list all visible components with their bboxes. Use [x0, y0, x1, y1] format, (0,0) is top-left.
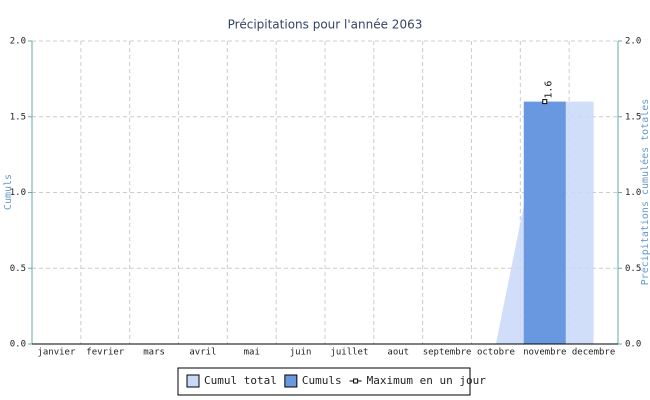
legend-box	[177, 367, 471, 396]
x-tick-label: janvier	[37, 348, 76, 358]
x-tick-label: decembre	[572, 348, 615, 358]
x-tick-label: novembre	[523, 348, 566, 358]
legend-label: Maximum en un jour	[367, 374, 487, 387]
y2-axis-title: Précipitations cumulées totales	[639, 99, 650, 286]
x-tick-label: octobre	[477, 348, 515, 358]
y2-tick-label: 0.0	[625, 340, 641, 350]
chart-title: Précipitations pour l'année 2063	[228, 18, 423, 32]
x-tick-label: mars	[143, 348, 165, 358]
y2-tick-label: 1.5	[625, 112, 641, 122]
x-tick-label: septembre	[423, 348, 472, 358]
x-tick-label: juin	[290, 348, 312, 358]
legend-swatch	[186, 374, 200, 388]
legend-swatch-marker	[353, 378, 359, 384]
y2-tick-label: 0.5	[625, 264, 641, 274]
y-tick-label: 1.5	[10, 112, 26, 122]
y-tick-label: 0.0	[10, 340, 26, 350]
legend: Cumul total Cumuls Maximum en un jour	[177, 367, 487, 396]
x-tick-label: aout	[387, 348, 409, 358]
y2-tick-label: 2.0	[625, 37, 641, 47]
x-tick-label: fevrier	[86, 348, 125, 358]
bar	[523, 101, 566, 344]
legend-swatch	[284, 374, 298, 388]
y-tick-label: 0.5	[10, 264, 26, 274]
y-tick-label: 2.0	[10, 37, 26, 47]
legend-label: Cumuls	[302, 374, 342, 387]
data-label: 1.6	[544, 81, 555, 99]
x-tick-label: mai	[244, 348, 260, 358]
x-tick-label: avril	[189, 348, 216, 358]
y-tick-label: 1.0	[10, 188, 26, 198]
legend-label: Cumul total	[204, 374, 277, 387]
y-axis-title: Cumuls	[3, 174, 14, 210]
marker	[542, 99, 548, 105]
y2-tick-label: 1.0	[625, 188, 641, 198]
x-tick-label: juillet	[330, 348, 368, 358]
